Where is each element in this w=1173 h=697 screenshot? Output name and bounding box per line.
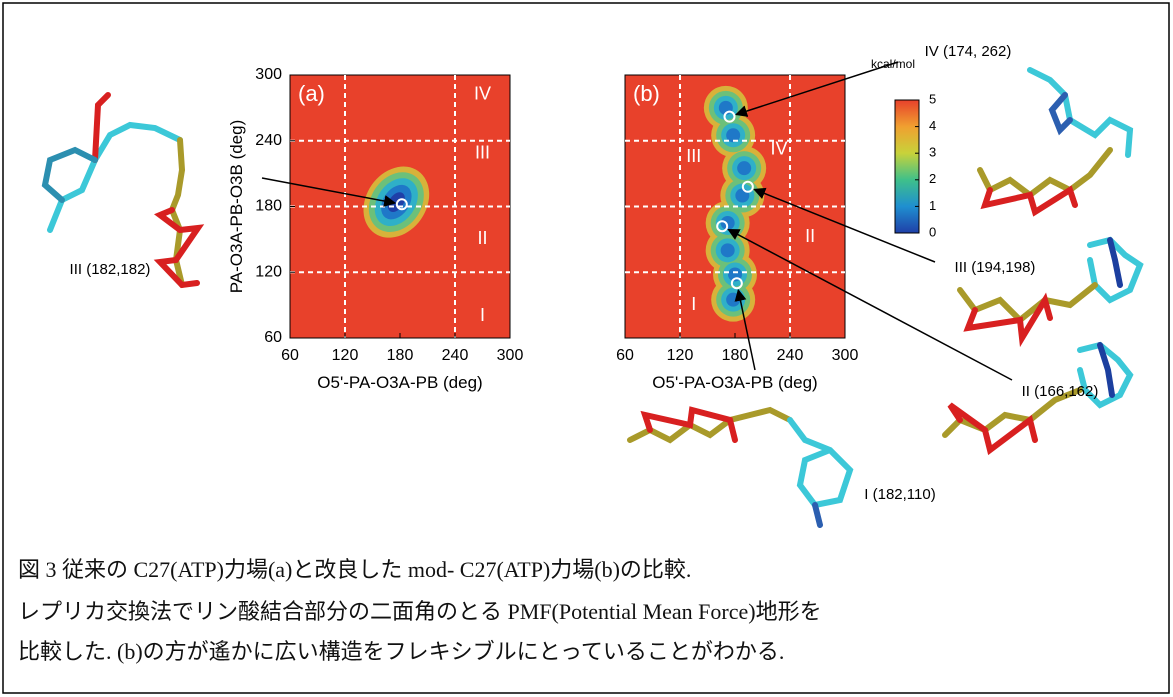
colorbar-tick-label: 5 <box>929 91 936 106</box>
x-tick-label: 300 <box>497 347 524 364</box>
region-label: I <box>691 294 696 314</box>
molecule-right-top <box>980 70 1130 212</box>
x-tick-label: 300 <box>832 347 859 364</box>
colorbar-tick-label: 4 <box>929 118 936 133</box>
region-label: I <box>480 305 485 325</box>
colorbar-title: kcal/mol <box>871 57 915 71</box>
colorbar-tick-label: 1 <box>929 198 936 213</box>
x-tick-label: 240 <box>442 347 469 364</box>
region-label: II <box>477 228 487 248</box>
region-label: III <box>475 143 490 163</box>
panel-label: (a) <box>298 81 325 106</box>
energy-basin <box>737 161 751 175</box>
x-tick-label: 60 <box>281 347 299 364</box>
region-label: II <box>805 226 815 246</box>
panel-label: (b) <box>633 81 660 106</box>
x-tick-label: 240 <box>777 347 804 364</box>
conformer-label: IV (174, 262) <box>925 43 1012 60</box>
caption-line: レプリカ交換法でリン酸結合部分の二面角のとる PMF(Potential Mea… <box>18 594 822 626</box>
conformer-label: I (182,110) <box>864 486 935 503</box>
y-tick-label: 120 <box>255 263 282 280</box>
y-tick-label: 180 <box>255 198 282 215</box>
x-tick-label: 180 <box>387 347 414 364</box>
region-label: IV <box>474 83 491 103</box>
energy-basin <box>721 243 735 257</box>
y-tick-label: 300 <box>255 66 282 83</box>
molecule-left <box>45 95 198 285</box>
x-tick-label: 180 <box>722 347 749 364</box>
conformer-label: II (166,162) <box>1022 383 1099 400</box>
figure: (a)IVIIIIII6012018024030060120180240300O… <box>0 0 1173 697</box>
colorbar-tick-label: 2 <box>929 171 936 186</box>
x-tick-label: 120 <box>667 347 694 364</box>
energy-basin <box>735 189 749 203</box>
x-axis-label: O5'-PA-O3A-PB (deg) <box>317 373 482 392</box>
energy-basin <box>726 293 740 307</box>
caption-line: 図 3 従来の C27(ATP)力場(a)と改良した mod- C27(ATP)… <box>18 552 691 584</box>
x-tick-label: 120 <box>332 347 359 364</box>
colorbar-tick-label: 3 <box>929 145 936 160</box>
figure-page: (a)IVIIIIII6012018024030060120180240300O… <box>0 0 1173 697</box>
conformer-label: III (194,198) <box>955 259 1036 276</box>
region-label: III <box>686 146 701 166</box>
x-tick-label: 60 <box>616 347 634 364</box>
molecule-right-mid <box>960 240 1140 338</box>
region-label: IV <box>770 138 787 158</box>
colorbar-tick-label: 0 <box>929 224 936 239</box>
y-tick-label: 240 <box>255 132 282 149</box>
colorbar <box>895 100 919 233</box>
caption-line: 比較した. (b)の方が遙かに広い構造をフレキシブルにとっていることがわかる. <box>18 634 784 666</box>
y-tick-label: 60 <box>264 329 282 346</box>
molecule-bottom <box>630 410 850 525</box>
y-axis-label: PA-O3A-PB-O3B (deg) <box>227 120 246 294</box>
conformer-label: III (182,182) <box>70 261 151 278</box>
frame <box>3 3 1169 693</box>
x-axis-label: O5'-PA-O3A-PB (deg) <box>652 373 817 392</box>
